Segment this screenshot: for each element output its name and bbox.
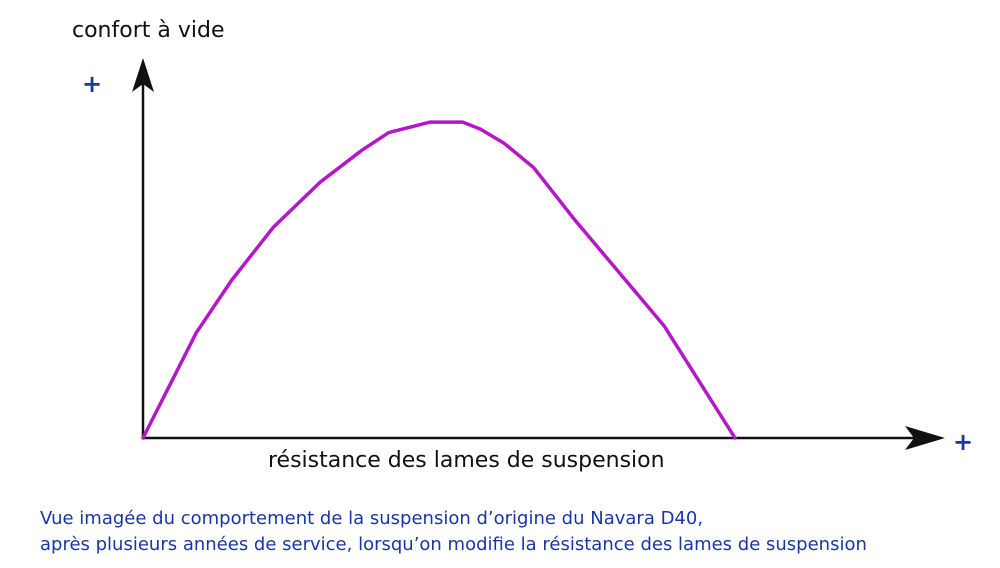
y-axis-arrowhead: [132, 58, 154, 92]
y-axis-label: confort à vide: [72, 18, 225, 43]
caption-line-1: Vue imagée du comportement de la suspens…: [40, 508, 704, 529]
caption-line-2: après plusieurs années de service, lorsq…: [40, 534, 867, 555]
figure-caption: Vue imagée du comportement de la suspens…: [40, 506, 867, 558]
y-axis-plus-marker: +: [82, 70, 103, 98]
x-axis-label: résistance des lames de suspension: [268, 448, 665, 473]
x-axis-plus-marker: +: [953, 428, 974, 456]
x-axis-arrowhead: [905, 426, 945, 450]
series-line: [141, 120, 737, 440]
